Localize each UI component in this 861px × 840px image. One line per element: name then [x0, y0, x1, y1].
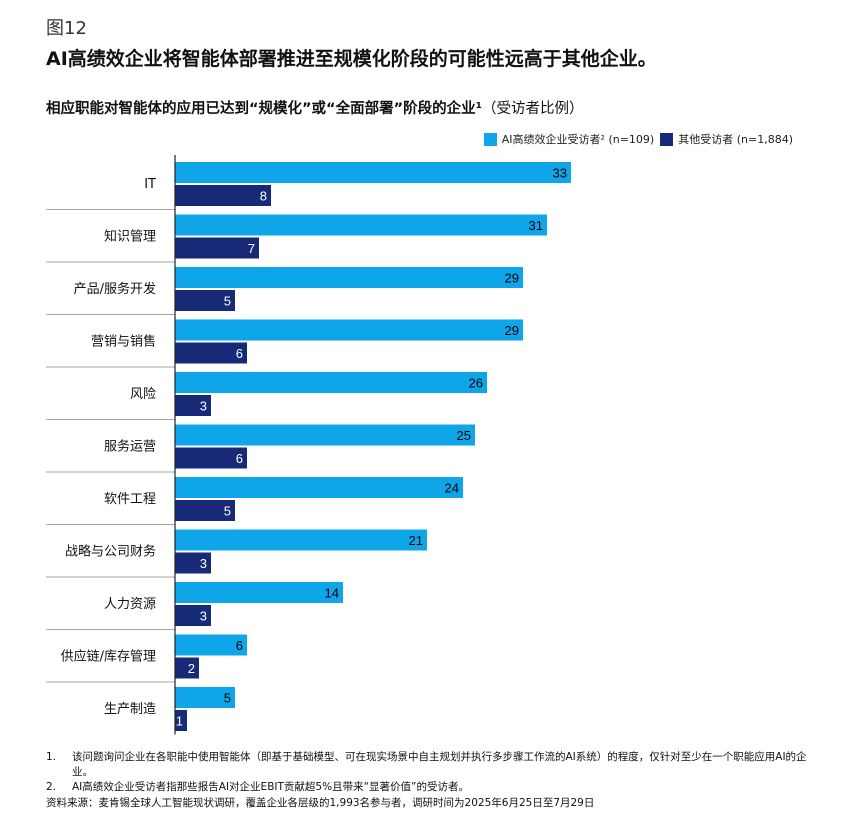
- bar-other: [175, 237, 259, 259]
- bar-high-performers: [175, 372, 487, 393]
- bar-high-performers: [175, 529, 427, 551]
- bar-other: [175, 342, 247, 364]
- category-label: 营销与销售: [91, 334, 156, 350]
- bar-other: [175, 395, 211, 416]
- data-label-other: 3: [200, 609, 207, 624]
- legend-label-other: 其他受访者 (n=1,884): [678, 133, 793, 146]
- category-label: 知识管理: [104, 229, 156, 245]
- footnote-2: 2. AI高绩效企业受访者指那些报告AI对企业EBIT贡献超5%且带来“显著价值…: [46, 780, 816, 795]
- data-label-other: 7: [248, 241, 255, 256]
- bar-high-performers: [175, 267, 523, 288]
- footnote-1-number: 1.: [46, 751, 57, 763]
- data-label-high-performers: 6: [236, 638, 243, 653]
- data-label-other: 3: [200, 399, 207, 414]
- data-label-high-performers: 21: [409, 533, 423, 548]
- data-label-high-performers: 31: [529, 218, 543, 233]
- data-label-high-performers: 25: [457, 428, 471, 443]
- legend-label-high-performers: AI高绩效企业受访者² (n=109): [501, 133, 655, 146]
- chart-legend: AI高绩效企业受访者² (n=109) 其他受访者 (n=1,884): [483, 131, 793, 147]
- bar-other: [175, 447, 247, 469]
- bar-other: [175, 710, 187, 731]
- data-label-high-performers: 29: [505, 323, 519, 338]
- data-label-other: 8: [260, 189, 267, 204]
- bar-high-performers: [175, 477, 463, 498]
- data-label-other: 5: [224, 504, 231, 519]
- legend-entry-other: 其他受访者 (n=1,884): [660, 131, 793, 147]
- data-label-high-performers: 33: [553, 166, 567, 181]
- category-label: 生产制造: [104, 702, 156, 717]
- footnote-1: 1. 该问题询问企业在各职能中使用智能体（即基于基础模型、可在现实场景中自主规划…: [46, 750, 816, 780]
- data-label-other: 3: [200, 556, 207, 571]
- chart-title: 相应职能对智能体的应用已达到“规模化”或“全面部署”阶段的企业¹: [46, 101, 482, 117]
- bar-other: [175, 657, 199, 679]
- bar-other: [175, 500, 235, 521]
- data-label-high-performers: 29: [505, 271, 519, 286]
- data-label-high-performers: 26: [469, 376, 483, 391]
- figure-label: 图12: [46, 18, 87, 39]
- bar-high-performers: [175, 582, 343, 603]
- bar-high-performers: [175, 319, 523, 341]
- category-label: 产品/服务开发: [74, 281, 156, 297]
- category-label: 软件工程: [104, 492, 156, 507]
- bar-other: [175, 552, 211, 574]
- footnote-2-text: AI高绩效企业受访者指那些报告AI对企业EBIT贡献超5%且带来“显著价值”的受…: [72, 781, 469, 793]
- data-label-high-performers: 14: [325, 586, 339, 601]
- data-label-other: 1: [176, 714, 183, 729]
- data-label-high-performers: 5: [224, 691, 231, 706]
- chart-headline: AI高绩效企业将智能体部署推进至规模化阶段的可能性远高于其他企业。: [46, 48, 657, 70]
- bar-chart: IT338知识管理317产品/服务开发295营销与销售296风险263服务运营2…: [46, 155, 571, 735]
- legend-entry-high-performers: AI高绩效企业受访者² (n=109): [483, 131, 655, 147]
- bar-other: [175, 605, 211, 626]
- data-label-other: 6: [236, 451, 243, 466]
- bar-other: [175, 290, 235, 311]
- category-label: 风险: [130, 387, 156, 402]
- bar-high-performers: [175, 162, 571, 183]
- footnotes: 1. 该问题询问企业在各职能中使用智能体（即基于基础模型、可在现实场景中自主规划…: [46, 750, 816, 811]
- legend-swatch-high-performers: [483, 132, 497, 146]
- bar-high-performers: [175, 687, 235, 708]
- category-label: IT: [144, 177, 156, 192]
- data-label-other: 2: [188, 661, 195, 676]
- category-label: 服务运营: [104, 439, 156, 455]
- data-label-other: 6: [236, 346, 243, 361]
- data-label-high-performers: 24: [445, 481, 459, 496]
- source-note: 资料来源：麦肯锡全球人工智能现状调研，覆盖企业各层级的1,993名参与者，调研时…: [46, 797, 595, 809]
- chart-subtitle: 相应职能对智能体的应用已达到“规模化”或“全面部署”阶段的企业¹（受访者比例）: [46, 97, 583, 118]
- footnote-1-text: 该问题询问企业在各职能中使用智能体（即基于基础模型、可在现实场景中自主规划并执行…: [72, 751, 807, 778]
- bar-other: [175, 185, 271, 206]
- footnote-2-number: 2.: [46, 781, 57, 793]
- category-label: 人力资源: [104, 597, 156, 612]
- category-label: 供应链/库存管理: [61, 649, 156, 665]
- bar-high-performers: [175, 214, 547, 236]
- bar-high-performers: [175, 634, 247, 656]
- legend-swatch-other: [660, 132, 674, 146]
- bar-high-performers: [175, 424, 475, 446]
- category-label: 战略与公司财务: [65, 544, 156, 560]
- chart-title-unit: （受访者比例）: [481, 101, 584, 117]
- data-label-other: 5: [224, 294, 231, 309]
